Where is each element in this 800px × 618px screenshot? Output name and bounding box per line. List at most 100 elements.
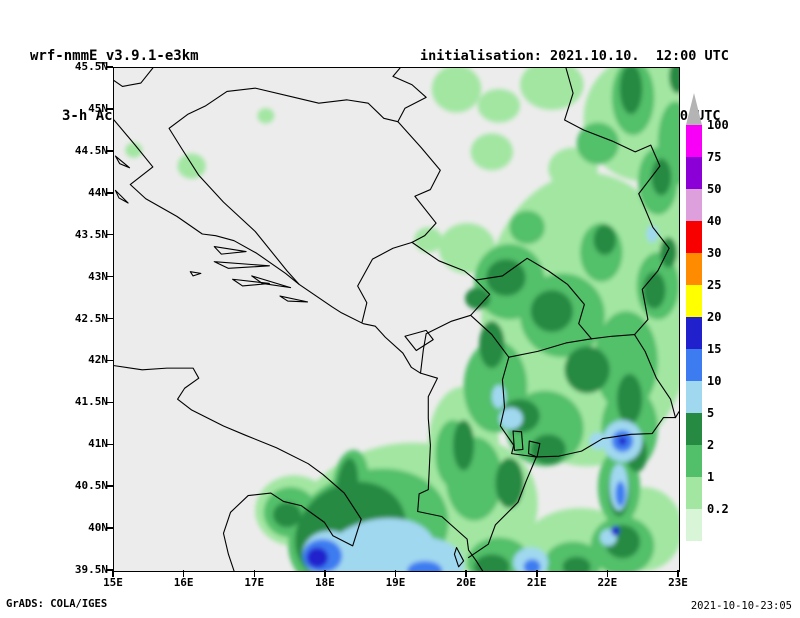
lat-tick-mark [106, 275, 113, 278]
legend-level-label: 5 [707, 406, 715, 420]
lat-tick-mark [106, 66, 113, 68]
border-bosnia-montenegro [358, 242, 412, 322]
precip-blob-g3 [495, 457, 524, 509]
precip-blob-g1 [125, 142, 143, 158]
lat-tick-label: 45.5N [74, 60, 108, 73]
lon-tick-label: 23E [668, 576, 688, 589]
precip-blob-b1 [498, 407, 523, 430]
lon-tick-label: 17E [244, 576, 265, 589]
legend-level-label: 25 [707, 278, 722, 292]
legend-color-swatch [686, 349, 702, 381]
border-kosovo-serbia [476, 258, 592, 338]
border-macedonia-bulgaria [635, 335, 676, 418]
lat-tick-mark [106, 569, 113, 571]
lat-tick-label: 42.5N [74, 311, 108, 325]
legend-color-swatch [686, 445, 702, 477]
precip-blob-b3 [611, 525, 620, 536]
lake-prespa [529, 441, 540, 457]
legend-level-label: 30 [707, 246, 722, 260]
legend-color-swatch [686, 125, 702, 157]
model-title: wrf-nmmE_v3.9.1-e3km [30, 48, 199, 64]
precip-blob-g3 [453, 420, 475, 471]
border-croatia-serbia [393, 68, 426, 122]
legend-color-swatch [686, 157, 702, 189]
creation-timestamp: 2021-10-10-23:05 [690, 600, 792, 612]
precip-blob-g3 [642, 271, 666, 309]
lat-tick-mark [106, 443, 113, 445]
border-serbia-romania-bulgaria [565, 68, 670, 335]
border-croatia-bosnia [169, 88, 398, 284]
lon-tick-label: 16E [173, 576, 194, 589]
lat-tick-mark [106, 150, 113, 152]
lat-tick-label: 43.5N [74, 227, 108, 241]
lat-tick-mark [106, 108, 113, 110]
lake-skadar [405, 330, 433, 350]
legend-color-swatch [686, 221, 702, 253]
precip-blob-g3 [336, 458, 359, 517]
border-albania-greece [469, 457, 537, 558]
coastline-italy [114, 366, 361, 571]
precip-blob-g3 [651, 158, 672, 196]
lat-tick-mark [106, 401, 113, 404]
precip-blob-g3 [669, 68, 679, 94]
lon-tick-label: 22E [597, 576, 618, 589]
lat-tick-mark [106, 527, 113, 529]
lon-tick-label: 20E [456, 576, 477, 589]
lat-tick-label: 41.5N [74, 395, 108, 409]
grads-credit: GrADS: COLA/IGES [6, 598, 108, 610]
lon-tick-mark [606, 570, 609, 577]
legend-color-swatch [686, 317, 702, 349]
precip-blob-b2 [615, 481, 626, 507]
precip-blob-g1 [257, 108, 275, 124]
precip-blob-g3 [616, 373, 643, 425]
lon-tick-label: 19E [385, 576, 406, 589]
precip-blob-b2 [407, 560, 443, 571]
precip-blob-b1 [491, 384, 506, 409]
lat-tick-label: 43N [88, 269, 108, 283]
legend-color-swatch [686, 477, 702, 509]
border-macedonia-greece [536, 412, 679, 457]
lat-tick-mark [106, 233, 113, 236]
border-albania-macedonia [500, 357, 536, 457]
precip-blob-b1 [385, 537, 464, 571]
precip-blob-g1 [431, 68, 482, 113]
legend-color-swatch [686, 381, 702, 413]
lon-tick-mark [394, 570, 397, 577]
precip-blob-b3 [618, 436, 627, 446]
border-kosovo-macedonia [509, 339, 592, 357]
precip-blob-g3 [486, 259, 526, 297]
lon-tick-mark [536, 570, 538, 577]
precip-blob-g2 [576, 122, 619, 165]
precip-blob-g1 [470, 133, 514, 171]
lon-tick-mark [182, 570, 185, 577]
lon-tick-label: 15E [103, 576, 123, 589]
precip-blob-g1 [177, 153, 206, 179]
island-pag [115, 156, 129, 168]
precip-blob-g1 [414, 227, 443, 253]
precip-blob-b2 [523, 559, 541, 571]
island-brac [214, 247, 246, 255]
island-mljet [280, 296, 308, 302]
precip-blob-g1 [477, 88, 521, 123]
peninsula-peljesac [252, 276, 291, 288]
coastline-east-adriatic [114, 120, 483, 571]
lat-tick-mark [106, 317, 113, 320]
legend-color-swatch [686, 285, 702, 317]
lat-tick-label: 45N [88, 101, 108, 115]
precip-blob-g3 [619, 68, 643, 115]
lat-tick-label: 42N [88, 353, 108, 367]
precip-blob-b1 [646, 225, 658, 243]
island-dugi-otok [115, 190, 128, 203]
precip-blob-g3 [593, 224, 617, 255]
legend-level-label: 100 [707, 118, 729, 132]
map-svg [114, 68, 679, 571]
legend-level-label: 40 [707, 214, 722, 228]
legend-level-label: 0.2 [707, 502, 729, 516]
precip-blob-g3 [564, 346, 610, 394]
island-vis [190, 272, 201, 276]
lon-tick-mark [253, 570, 255, 577]
precip-blob-b3 [306, 547, 328, 568]
lake-ohrid [513, 431, 523, 450]
border-serbia-montenegro [412, 242, 476, 280]
